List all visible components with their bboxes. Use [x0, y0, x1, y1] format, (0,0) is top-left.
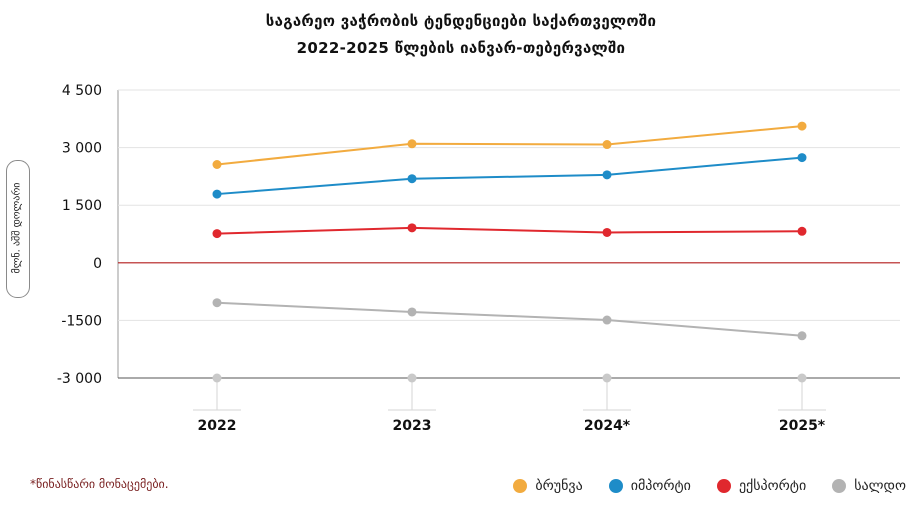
data-point	[797, 153, 807, 163]
legend-item: ექსპორტი	[716, 478, 807, 494]
y-axis-label-frame	[6, 160, 30, 298]
series-line	[216, 226, 803, 235]
data-point	[602, 140, 612, 150]
chart-title: საგარეო ვაჭრობის ტენდენციები საქართველოშ…	[265, 12, 657, 30]
data-point	[797, 226, 807, 236]
data-point	[212, 189, 222, 199]
data-point	[602, 315, 612, 325]
data-point	[602, 227, 612, 237]
legend-label: ექსპორტი	[738, 478, 807, 494]
data-point	[602, 170, 612, 180]
x-tick-label: 2024*	[584, 418, 631, 434]
data-point	[797, 121, 807, 131]
chart-subtitle: 2022-2025 წლების იანვარ-თებერვალში	[296, 39, 626, 57]
data-point	[407, 307, 417, 317]
legend-swatch	[832, 479, 847, 493]
data-point	[407, 223, 417, 233]
series-line	[216, 301, 803, 337]
x-tick-label: 2025*	[779, 418, 826, 434]
legend-swatch	[608, 479, 623, 493]
legend-label: ბრუნვა	[535, 478, 583, 494]
data-point	[212, 298, 222, 308]
y-tick-label: 3 000	[62, 141, 102, 157]
legend: ბრუნვა იმპორტი ექსპორტი სალდო	[513, 478, 906, 494]
legend-item: იმპორტი	[608, 478, 691, 494]
legend-swatch	[513, 479, 528, 493]
series-line	[216, 125, 803, 166]
data-point	[212, 229, 222, 239]
axis-marker	[602, 373, 612, 383]
legend-item: ბრუნვა	[513, 478, 583, 494]
y-tick-label: 4 500	[62, 83, 102, 99]
y-tick-label: 1 500	[62, 198, 102, 214]
x-tick-label: 2022	[198, 418, 237, 434]
series-line	[216, 156, 803, 196]
y-tick-label: -3 000	[57, 371, 102, 387]
axis-marker	[797, 373, 807, 383]
preliminary-data-note: *წინასწარი მონაცემები.	[30, 477, 169, 491]
legend-label: სალდო	[854, 478, 906, 494]
data-point	[797, 331, 807, 341]
x-tick-label: 2023	[393, 418, 432, 434]
data-point	[212, 159, 222, 169]
axis-marker	[212, 373, 222, 383]
legend-label: იმპორტი	[630, 478, 691, 494]
y-tick-label: -1500	[61, 313, 102, 329]
data-point	[407, 174, 417, 184]
y-tick-label: 0	[93, 256, 102, 272]
data-point	[407, 139, 417, 149]
legend-swatch	[716, 479, 731, 493]
axis-marker	[407, 373, 417, 383]
legend-item: სალდო	[832, 478, 906, 494]
